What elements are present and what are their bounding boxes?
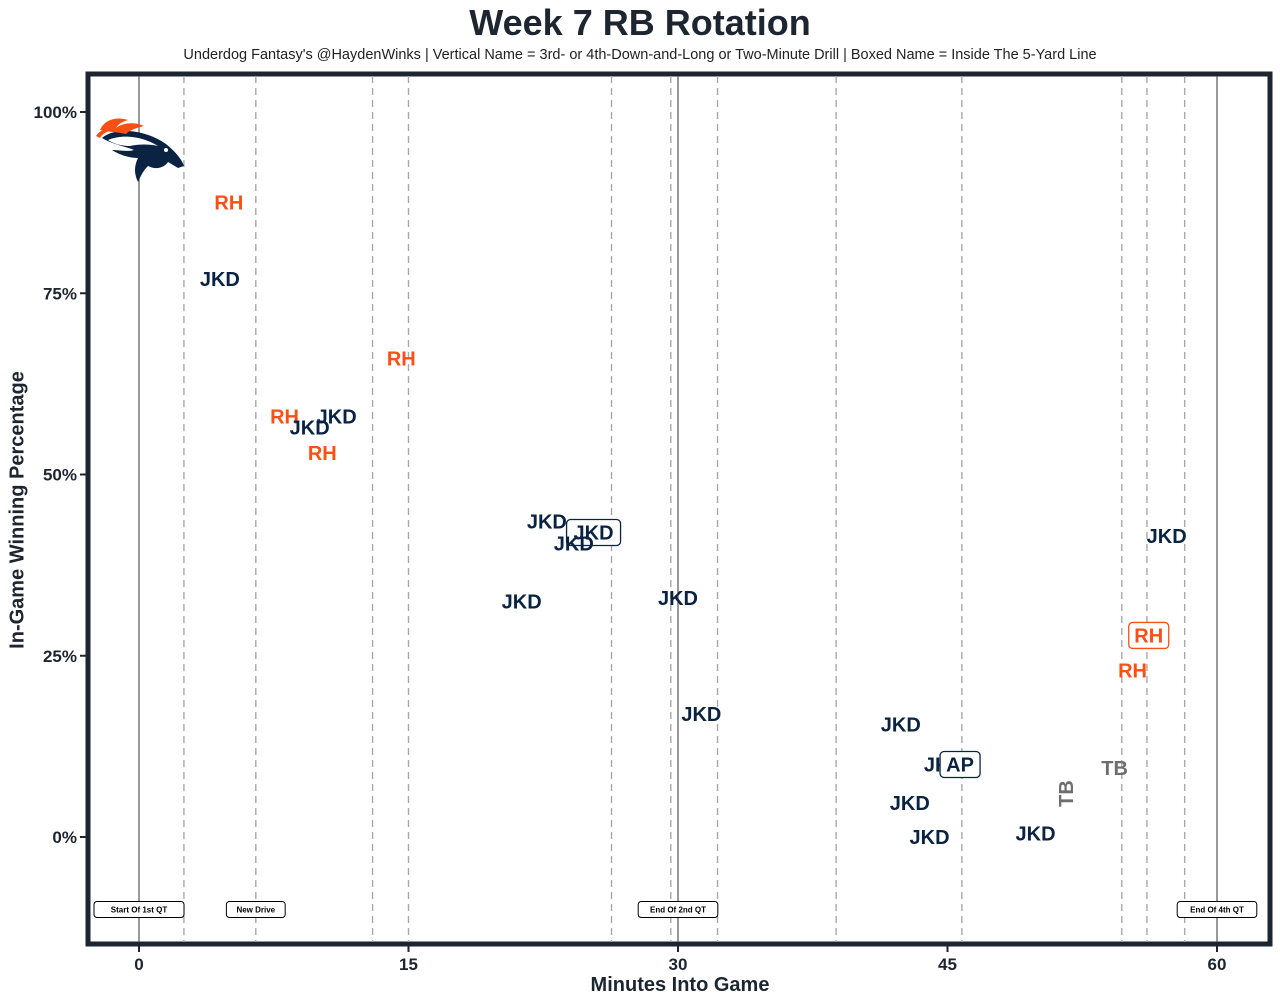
data-point: JKD: [200, 269, 240, 291]
point-label: RH: [308, 443, 337, 465]
annotation-box: [1176, 901, 1258, 918]
data-point: RH: [308, 443, 337, 465]
annotation-box: [93, 901, 185, 918]
point-label: RH: [1134, 625, 1163, 647]
data-point: RH: [1118, 660, 1147, 682]
data-point: RH: [214, 193, 243, 215]
x-tick-label: 60: [1208, 955, 1227, 974]
point-label: JKD: [290, 417, 330, 439]
point-label: JKD: [574, 523, 614, 545]
point-box: [565, 518, 622, 547]
data-point: JKD: [290, 417, 330, 439]
point-label: JKD: [1147, 526, 1187, 548]
point-label: JKD: [681, 704, 721, 726]
x-axis-label: Minutes Into Game: [590, 974, 770, 996]
annotation-label: New Drive: [225, 901, 286, 918]
points-layer: RHJKDRHRHJKDJKDRHJKDJKDJKDJKDJKDJKDJKDJK…: [200, 193, 1187, 849]
point-label: TB: [1056, 780, 1078, 807]
point-label: JKD: [200, 269, 240, 291]
point-label: RH: [270, 407, 299, 429]
point-label: JKD: [890, 793, 930, 815]
x-tick-label: 15: [399, 955, 418, 974]
data-point: JKD: [658, 588, 698, 610]
point-label: JKD: [658, 588, 698, 610]
chart-subtitle: Underdog Fantasy's @HaydenWinks | Vertic…: [183, 47, 1097, 63]
y-tick-label: 0%: [52, 828, 77, 847]
point-label: JKD: [910, 827, 950, 849]
point-label: TB: [1101, 758, 1128, 780]
x-tick-label: 45: [938, 955, 957, 974]
grid-layer: [138, 76, 1218, 942]
data-point: RH: [387, 349, 416, 371]
data-point: JKD: [527, 512, 567, 534]
broncos-horse-icon: [96, 118, 184, 182]
point-label: AP: [946, 755, 974, 777]
x-tick-label: 0: [134, 955, 143, 974]
annotation-text: Start Of 1st QT: [111, 906, 168, 915]
point-label: JKD: [881, 715, 921, 737]
data-point: JKD: [681, 704, 721, 726]
data-point: JKD: [554, 533, 594, 555]
point-box: [939, 750, 981, 779]
x-tick-label: 30: [669, 955, 688, 974]
data-point: JKD: [565, 518, 622, 547]
point-label: RH: [387, 349, 416, 371]
chart-title: Week 7 RB Rotation: [469, 2, 811, 43]
y-tick-label: 75%: [43, 284, 77, 303]
annotation-box: [637, 901, 719, 918]
point-label: JKD: [317, 407, 357, 429]
axis-layer: 0% 25% 50% 75% 100% 0 15 30 45 60: [34, 103, 1227, 974]
data-point: JKD: [881, 715, 921, 737]
data-point: JKD: [1147, 526, 1187, 548]
annotation-box: [225, 901, 286, 918]
annotation-label: End Of 2nd QT: [637, 901, 719, 918]
annotation-label: Start Of 1st QT: [93, 901, 185, 918]
y-tick-label: 50%: [43, 466, 77, 485]
data-point: JKD: [910, 827, 950, 849]
point-label: JKD: [502, 591, 542, 613]
point-label: JKD: [527, 512, 567, 534]
data-point: JKD: [317, 407, 357, 429]
y-tick-label: 25%: [43, 647, 77, 666]
data-point: TB: [1101, 758, 1128, 780]
y-tick-label: 100%: [34, 103, 77, 122]
data-point: JKD: [890, 793, 930, 815]
data-point: JKD: [1016, 823, 1056, 845]
point-label: RH: [1118, 660, 1147, 682]
data-point: RH: [270, 407, 299, 429]
data-point: TB: [1056, 780, 1078, 807]
point-label: JKD: [1016, 823, 1056, 845]
annotation-text: End Of 2nd QT: [650, 906, 706, 915]
annotation-layer: Start Of 1st QT New Drive End Of 2nd QT End…: [93, 901, 1258, 918]
data-point: AP: [939, 750, 981, 779]
point-box: [1128, 621, 1170, 650]
point-label: RH: [214, 193, 243, 215]
data-point: RH: [1128, 621, 1170, 650]
annotation-label: End Of 4th QT: [1176, 901, 1258, 918]
data-point: JKD: [502, 591, 542, 613]
point-label: JKD: [554, 533, 594, 555]
annotation-text: End Of 4th QT: [1190, 906, 1244, 915]
plot-frame: [85, 71, 1273, 947]
annotation-text: New Drive: [236, 906, 275, 915]
